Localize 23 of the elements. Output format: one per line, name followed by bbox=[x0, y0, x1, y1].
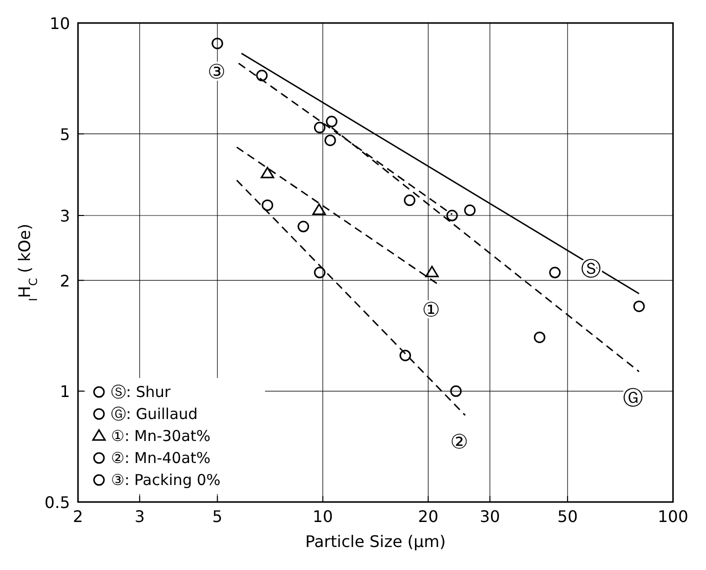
y-tick-label: 5 bbox=[60, 124, 70, 144]
x-tick-label: 50 bbox=[557, 507, 578, 526]
legend-label: ②: Mn-40at% bbox=[111, 449, 211, 467]
legend-label: ①: Mn-30at% bbox=[111, 427, 211, 445]
x-tick-label: 2 bbox=[72, 507, 84, 526]
annotation: ② bbox=[450, 429, 468, 454]
y-tick-label: 3 bbox=[60, 206, 70, 226]
x-tick-label: 100 bbox=[658, 507, 688, 526]
legend-label: Ⓢ: Shur bbox=[111, 383, 172, 401]
x-tick-label: 10 bbox=[312, 507, 333, 526]
annotation: Ⓖ bbox=[623, 386, 644, 410]
y-tick-label: 2 bbox=[60, 271, 70, 290]
x-tick-label: 20 bbox=[418, 507, 438, 526]
annotation: Ⓢ bbox=[580, 256, 601, 281]
x-tick-label: 3 bbox=[134, 507, 145, 526]
y-tick-label: 10 bbox=[50, 14, 70, 33]
y-tick-label: 1 bbox=[60, 382, 70, 402]
x-axis-title: Particle Size (μm) bbox=[305, 532, 446, 551]
legend-label: ③: Packing 0% bbox=[111, 471, 221, 489]
x-tick-label: 30 bbox=[480, 507, 500, 526]
y-tick-label: 0.5 bbox=[44, 493, 70, 512]
x-tick-label: 5 bbox=[212, 507, 222, 526]
legend-label: Ⓖ: Guillaud bbox=[111, 405, 198, 423]
